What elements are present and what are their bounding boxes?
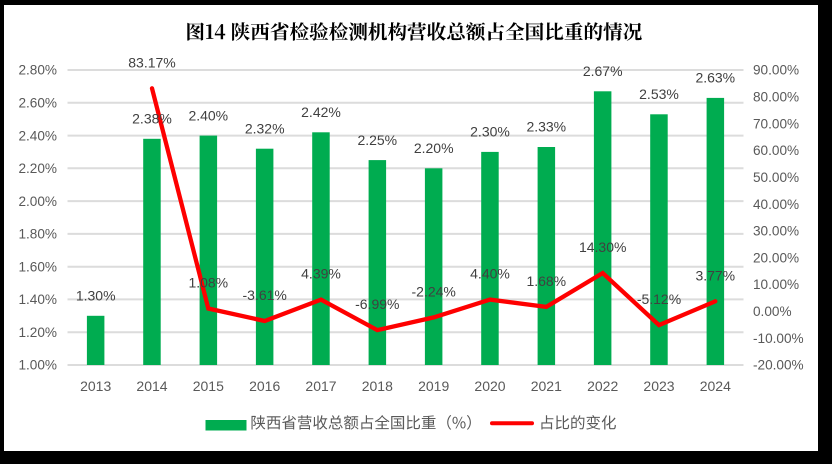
svg-text:2.40%: 2.40%	[188, 107, 228, 123]
svg-text:1.08%: 1.08%	[188, 275, 228, 291]
svg-text:60.00%: 60.00%	[753, 143, 799, 158]
svg-text:2024: 2024	[700, 378, 731, 394]
svg-text:-10.00%: -10.00%	[753, 331, 804, 346]
svg-text:2.38%: 2.38%	[132, 111, 172, 127]
svg-text:2.20%: 2.20%	[414, 140, 454, 156]
svg-text:2017: 2017	[305, 378, 336, 394]
svg-text:3.77%: 3.77%	[695, 267, 735, 283]
svg-text:2.63%: 2.63%	[695, 70, 735, 86]
svg-text:4.39%: 4.39%	[301, 266, 341, 282]
svg-text:40.00%: 40.00%	[753, 197, 799, 212]
svg-text:-6.99%: -6.99%	[355, 296, 399, 312]
svg-text:-3.61%: -3.61%	[243, 287, 287, 303]
svg-text:1.40%: 1.40%	[18, 292, 57, 307]
svg-text:2019: 2019	[418, 378, 449, 394]
svg-text:1.00%: 1.00%	[18, 358, 57, 373]
svg-text:2.25%: 2.25%	[357, 132, 397, 148]
svg-text:2013: 2013	[80, 378, 111, 394]
svg-text:83.17%: 83.17%	[128, 54, 175, 70]
svg-text:90.00%: 90.00%	[753, 63, 799, 78]
svg-text:2.32%: 2.32%	[245, 120, 285, 136]
svg-text:2.42%: 2.42%	[301, 104, 341, 120]
svg-text:2018: 2018	[362, 378, 393, 394]
svg-text:2021: 2021	[531, 378, 562, 394]
svg-text:1.60%: 1.60%	[18, 259, 57, 274]
svg-text:2023: 2023	[643, 378, 674, 394]
svg-text:80.00%: 80.00%	[753, 90, 799, 105]
svg-text:50.00%: 50.00%	[753, 170, 799, 185]
svg-text:4.40%: 4.40%	[470, 266, 510, 282]
svg-text:10.00%: 10.00%	[753, 277, 799, 292]
svg-text:2015: 2015	[193, 378, 224, 394]
svg-text:2.60%: 2.60%	[18, 96, 57, 111]
svg-text:2.20%: 2.20%	[18, 161, 57, 176]
svg-text:30.00%: 30.00%	[753, 224, 799, 239]
svg-text:2.40%: 2.40%	[18, 128, 57, 143]
svg-text:70.00%: 70.00%	[753, 116, 799, 131]
svg-text:2.33%: 2.33%	[526, 119, 566, 135]
svg-text:1.20%: 1.20%	[18, 325, 57, 340]
svg-text:1.30%: 1.30%	[76, 288, 116, 304]
svg-text:2.53%: 2.53%	[639, 86, 679, 102]
svg-text:2.67%: 2.67%	[583, 63, 623, 79]
svg-text:2.30%: 2.30%	[470, 124, 510, 140]
svg-text:20.00%: 20.00%	[753, 250, 799, 265]
svg-text:1.80%: 1.80%	[18, 227, 57, 242]
svg-text:2016: 2016	[249, 378, 280, 394]
svg-text:1.68%: 1.68%	[526, 273, 566, 289]
svg-text:-5.12%: -5.12%	[637, 291, 681, 307]
svg-text:2.00%: 2.00%	[18, 194, 57, 209]
svg-text:2.80%: 2.80%	[18, 63, 57, 78]
svg-text:2022: 2022	[587, 378, 618, 394]
svg-text:2020: 2020	[474, 378, 505, 394]
svg-text:-20.00%: -20.00%	[753, 358, 804, 373]
svg-text:0.00%: 0.00%	[753, 304, 792, 319]
svg-text:2014: 2014	[136, 378, 167, 394]
svg-text:-2.24%: -2.24%	[412, 283, 456, 299]
svg-text:14.30%: 14.30%	[579, 239, 626, 255]
